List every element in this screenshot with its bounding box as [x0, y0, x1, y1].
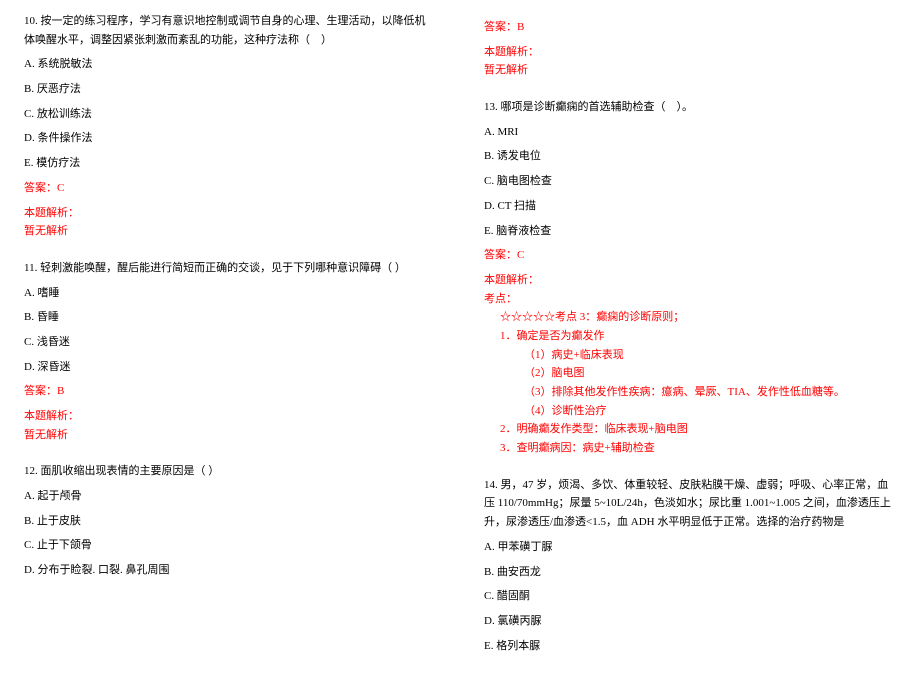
option-d: D. 条件操作法 [24, 129, 436, 148]
question-text: 10. 按一定的练习程序，学习有意识地控制或调节自身的心理、生理活动，以降低机体… [24, 12, 436, 49]
analysis-none: 暂无解析 [484, 61, 896, 80]
question-14: 14. 男，47 岁，烦渴、多饮、体重较轻、皮肤粘膜干燥、虚弱；呼吸、心率正常，… [484, 476, 896, 656]
analysis-label: 本题解析： [24, 204, 436, 223]
option-b: B. 止于皮肤 [24, 512, 436, 531]
option-c: C. 放松训练法 [24, 105, 436, 124]
analysis-line: （2）脑电图 [484, 364, 896, 383]
option-a: A. 嗜睡 [24, 284, 436, 303]
question-text: 14. 男，47 岁，烦渴、多饮、体重较轻、皮肤粘膜干燥、虚弱；呼吸、心率正常，… [484, 476, 896, 532]
option-d: D. 分布于睑裂. 口裂. 鼻孔周围 [24, 561, 436, 580]
document-page: 10. 按一定的练习程序，学习有意识地控制或调节自身的心理、生理活动，以降低机体… [24, 12, 896, 673]
option-c: C. 醋固酮 [484, 587, 896, 606]
analysis-none: 暂无解析 [24, 426, 436, 445]
option-e: E. 模仿疗法 [24, 154, 436, 173]
option-c: C. 止于下颌骨 [24, 536, 436, 555]
question-12-continued: 答案：B 本题解析： 暂无解析 [484, 18, 896, 80]
option-a: A. 甲苯磺丁脲 [484, 538, 896, 557]
option-a: A. MRI [484, 123, 896, 142]
option-c: C. 脑电图检查 [484, 172, 896, 191]
option-e: E. 脑脊液检查 [484, 222, 896, 241]
analysis-line: 考点： [484, 290, 896, 309]
answer-text: 答案：B [24, 382, 436, 401]
option-b: B. 昏睡 [24, 308, 436, 327]
analysis-label: 本题解析： [484, 271, 896, 290]
analysis-line: 3．查明癫病因：病史+辅助检查 [484, 439, 896, 458]
option-a: A. 起于颅骨 [24, 487, 436, 506]
analysis-line: （1）病史+临床表现 [484, 346, 896, 365]
question-10: 10. 按一定的练习程序，学习有意识地控制或调节自身的心理、生理活动，以降低机体… [24, 12, 436, 241]
analysis-none: 暂无解析 [24, 222, 436, 241]
answer-text: 答案：C [484, 246, 896, 265]
answer-text: 答案：C [24, 179, 436, 198]
option-d: D. 深昏迷 [24, 358, 436, 377]
option-c: C. 浅昏迷 [24, 333, 436, 352]
left-column: 10. 按一定的练习程序，学习有意识地控制或调节自身的心理、生理活动，以降低机体… [24, 12, 436, 673]
question-12: 12. 面肌收缩出现表情的主要原因是（ ） A. 起于颅骨 B. 止于皮肤 C.… [24, 462, 436, 579]
option-a: A. 系统脱敏法 [24, 55, 436, 74]
question-text: 13. 哪项是诊断癫痫的首选辅助检查（ ）。 [484, 98, 896, 117]
analysis-content: 考点： ☆☆☆☆☆考点 3：癫痫的诊断原则； 1．确定是否为癫发作 （1）病史+… [484, 290, 896, 458]
answer-text: 答案：B [484, 18, 896, 37]
analysis-line: 1．确定是否为癫发作 [484, 327, 896, 346]
question-13: 13. 哪项是诊断癫痫的首选辅助检查（ ）。 A. MRI B. 诱发电位 C.… [484, 98, 896, 458]
right-column: 答案：B 本题解析： 暂无解析 13. 哪项是诊断癫痫的首选辅助检查（ ）。 A… [484, 12, 896, 673]
option-e: E. 格列本脲 [484, 637, 896, 656]
question-text: 11. 轻刺激能唤醒，醒后能进行简短而正确的交谈，见于下列哪种意识障碍（ ） [24, 259, 436, 278]
option-d: D. 氯磺丙脲 [484, 612, 896, 631]
analysis-label: 本题解析： [484, 43, 896, 62]
option-b: B. 曲安西龙 [484, 563, 896, 582]
option-b: B. 厌恶疗法 [24, 80, 436, 99]
question-text: 12. 面肌收缩出现表情的主要原因是（ ） [24, 462, 436, 481]
analysis-line: （4）诊断性治疗 [484, 402, 896, 421]
analysis-label: 本题解析： [24, 407, 436, 426]
option-d: D. CT 扫描 [484, 197, 896, 216]
question-11: 11. 轻刺激能唤醒，醒后能进行简短而正确的交谈，见于下列哪种意识障碍（ ） A… [24, 259, 436, 445]
analysis-line: 2．明确癫发作类型：临床表现+脑电图 [484, 420, 896, 439]
option-b: B. 诱发电位 [484, 147, 896, 166]
analysis-line: ☆☆☆☆☆考点 3：癫痫的诊断原则； [484, 308, 896, 327]
analysis-line: （3）排除其他发作性疾病：癔病、晕厥、TIA、发作性低血糖等。 [484, 383, 896, 402]
